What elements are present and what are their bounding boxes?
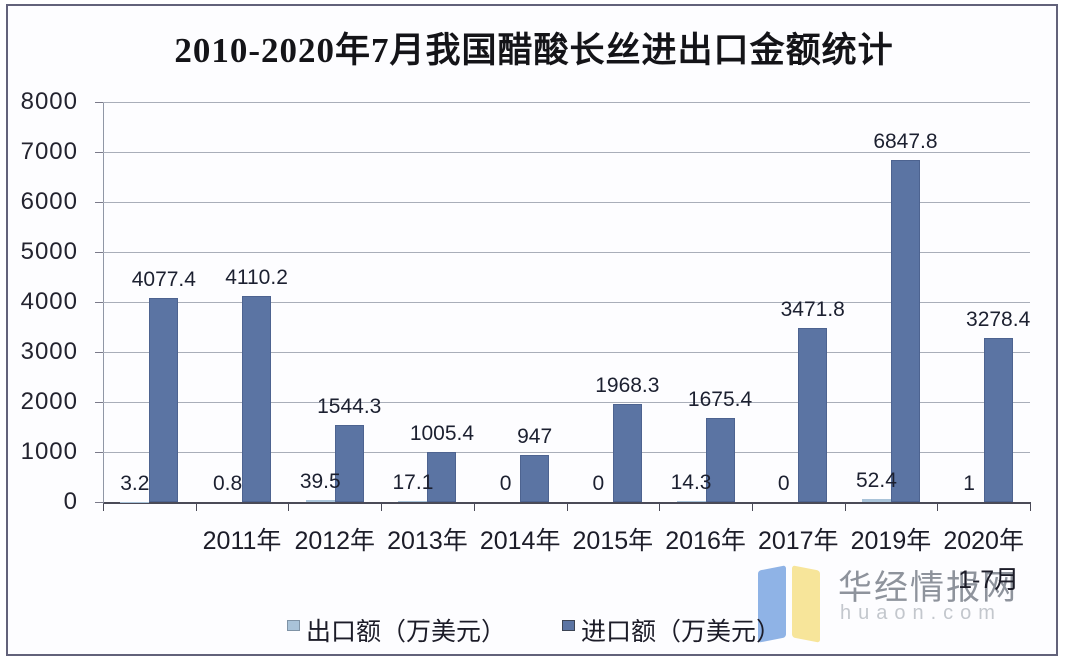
import-bar	[149, 298, 179, 502]
x-axis-category-label: 2013年	[387, 527, 468, 555]
import-value-label: 3278.4	[966, 308, 1031, 332]
import-bar	[705, 418, 735, 502]
x-axis-tick-mark	[751, 504, 753, 511]
x-axis-tick-mark	[473, 504, 475, 511]
y-axis-tick-mark	[95, 252, 103, 253]
x-axis-tick-mark	[288, 504, 290, 511]
chart-frame	[6, 4, 1058, 656]
y-axis-tick-label: 3000	[20, 338, 78, 365]
y-axis-tick-label: 6000	[20, 188, 78, 215]
export-value-label: 0.8	[212, 471, 243, 495]
gridline	[103, 402, 1030, 403]
y-axis-tick-label: 0	[63, 488, 78, 515]
export-bar	[305, 500, 335, 502]
import-value-label: 947	[517, 424, 553, 448]
y-axis-tick-label: 5000	[20, 238, 78, 265]
y-axis-tick-label: 4000	[20, 288, 78, 315]
x-axis-category-label: 2011年	[202, 527, 282, 555]
gridline	[103, 302, 1030, 303]
x-axis-category-label: 2012年	[294, 527, 376, 555]
export-value-label: 17.1	[392, 471, 434, 495]
x-axis-category-label: 2014年	[479, 527, 561, 555]
x-axis-tick-mark	[844, 504, 846, 511]
import-bar	[520, 454, 550, 502]
x-axis-category-label: 2017年	[757, 527, 839, 555]
gridline	[103, 352, 1030, 353]
y-axis-tick-label: 1000	[20, 438, 78, 465]
export-bar	[861, 499, 891, 502]
import-bar	[983, 338, 1013, 502]
y-axis-tick-mark	[95, 102, 103, 103]
x-axis-category-label: 2016年	[665, 527, 746, 555]
y-axis-tick-mark	[95, 202, 103, 203]
export-value-label: 1	[963, 471, 975, 495]
import-bar	[798, 328, 828, 502]
gridline	[103, 252, 1030, 253]
x-axis-tick-mark	[381, 504, 383, 511]
export-bar	[398, 501, 428, 502]
x-axis-tick-mark	[103, 504, 104, 511]
import-value-label: 4110.2	[225, 266, 288, 290]
plot-area	[103, 102, 1031, 504]
x-axis-tick-mark	[659, 504, 661, 511]
watermark-domain-text: huaon.com	[840, 602, 1002, 624]
y-axis-tick-mark	[95, 502, 103, 503]
legend-swatch-icon	[286, 620, 300, 631]
import-bar	[242, 296, 272, 502]
legend-label: 进口额（万美元）	[581, 618, 782, 646]
import-bar	[334, 424, 364, 502]
y-axis-tick-label: 2000	[20, 388, 78, 415]
gridline	[103, 102, 1030, 103]
export-value-label: 39.5	[299, 470, 341, 494]
export-value-label: 52.4	[856, 469, 897, 493]
gridline	[103, 152, 1030, 153]
import-value-label: 3471.8	[780, 298, 845, 322]
import-value-label: 4077.4	[131, 268, 196, 292]
import-value-label: 1544.3	[317, 394, 382, 418]
chart-legend: 出口额（万美元） 进口额（万美元）	[0, 612, 1068, 648]
x-axis-tick-mark	[937, 504, 939, 511]
x-axis-category-label: 2019年	[850, 527, 932, 555]
import-bar	[612, 403, 642, 502]
y-axis-tick-label: 7000	[20, 138, 78, 165]
y-axis-tick-label: 8000	[20, 88, 78, 115]
import-value-label: 1005.4	[409, 421, 475, 445]
x-axis-category-label: 2015年	[572, 527, 654, 555]
export-value-label: 0	[592, 472, 605, 495]
import-bar	[890, 159, 920, 502]
y-axis-tick-mark	[95, 402, 103, 403]
import-value-label: 1968.3	[595, 373, 660, 397]
chart-title: 2010-2020年7月我国醋酸长丝进出口金额统计	[174, 31, 894, 70]
x-axis-tick-mark	[195, 504, 197, 511]
x-axis-tick-mark	[566, 504, 568, 511]
x-axis-category-label: 2020年	[943, 527, 1024, 555]
export-value-label: 0	[499, 472, 512, 495]
y-axis-tick-mark	[95, 152, 103, 153]
legend-item-import: 进口额（万美元）	[562, 612, 781, 648]
watermark-brand-text: 华经情报网	[838, 569, 1018, 607]
legend-label: 出口额（万美元）	[305, 618, 506, 646]
import-value-label: 6847.8	[873, 129, 938, 153]
gridline	[103, 202, 1030, 203]
export-value-label: 3.2	[120, 471, 150, 495]
export-bar	[676, 501, 706, 502]
watermark: 华经情报网 huaon.com	[752, 552, 1032, 652]
y-axis-tick-mark	[95, 352, 103, 353]
import-value-label: 1675.4	[687, 388, 753, 412]
gridline	[103, 452, 1030, 453]
export-value-label: 0	[777, 472, 790, 495]
legend-item-export: 出口额（万美元）	[286, 612, 506, 648]
x-axis-sub-label: 1-7月	[958, 566, 1020, 594]
x-axis-tick-mark	[1030, 504, 1031, 511]
export-value-label: 14.3	[670, 471, 712, 495]
import-bar	[427, 451, 457, 502]
y-axis-tick-mark	[95, 452, 103, 453]
y-axis-tick-mark	[95, 302, 103, 303]
legend-swatch-icon	[562, 620, 575, 631]
